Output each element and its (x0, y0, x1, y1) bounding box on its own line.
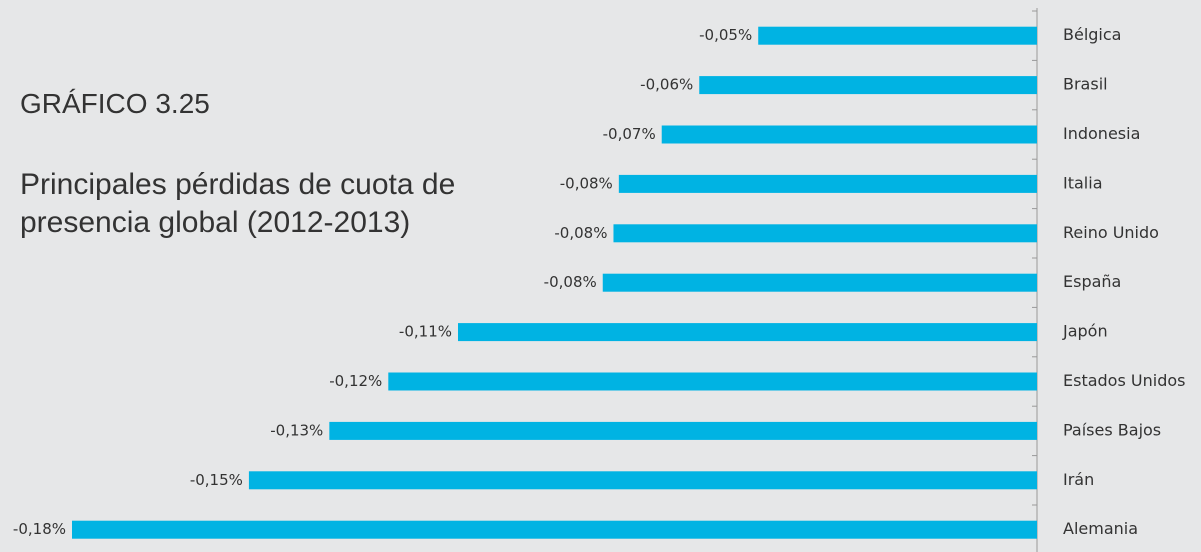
value-label: -0,12% (329, 372, 382, 390)
value-label: -0,07% (603, 125, 656, 143)
chart-title: GRÁFICO 3.25 (20, 88, 210, 119)
bar (618, 174, 1037, 193)
category-label: Países Bajos (1063, 420, 1161, 439)
bar (388, 372, 1037, 391)
category-label: Alemania (1063, 519, 1138, 538)
category-label: España (1063, 272, 1121, 291)
value-label: -0,13% (270, 421, 323, 439)
category-label: Italia (1063, 173, 1103, 192)
category-label: Irán (1063, 470, 1094, 489)
bar (758, 26, 1037, 45)
category-label: Japón (1062, 322, 1108, 341)
chart-subtitle: Principales pérdidas de cuota de presenc… (20, 168, 456, 239)
bar (602, 273, 1037, 292)
value-label: -0,11% (399, 323, 452, 341)
value-label: -0,08% (554, 224, 607, 242)
bar (613, 224, 1037, 243)
bar (458, 323, 1037, 342)
bar (661, 125, 1037, 144)
value-label: -0,15% (190, 471, 243, 489)
value-label: -0,08% (544, 273, 597, 291)
bar (248, 471, 1037, 490)
category-label: Estados Unidos (1063, 371, 1185, 390)
value-label: -0,08% (560, 174, 613, 192)
bar (72, 520, 1037, 539)
category-label: Reino Unido (1063, 223, 1159, 242)
value-label: -0,18% (13, 520, 66, 538)
value-label: -0,06% (640, 76, 693, 94)
category-label: Bélgica (1063, 25, 1121, 44)
bar (329, 421, 1037, 440)
bar (699, 76, 1037, 95)
category-label: Indonesia (1063, 124, 1140, 143)
value-label: -0,05% (699, 26, 752, 44)
category-label: Brasil (1063, 75, 1108, 94)
